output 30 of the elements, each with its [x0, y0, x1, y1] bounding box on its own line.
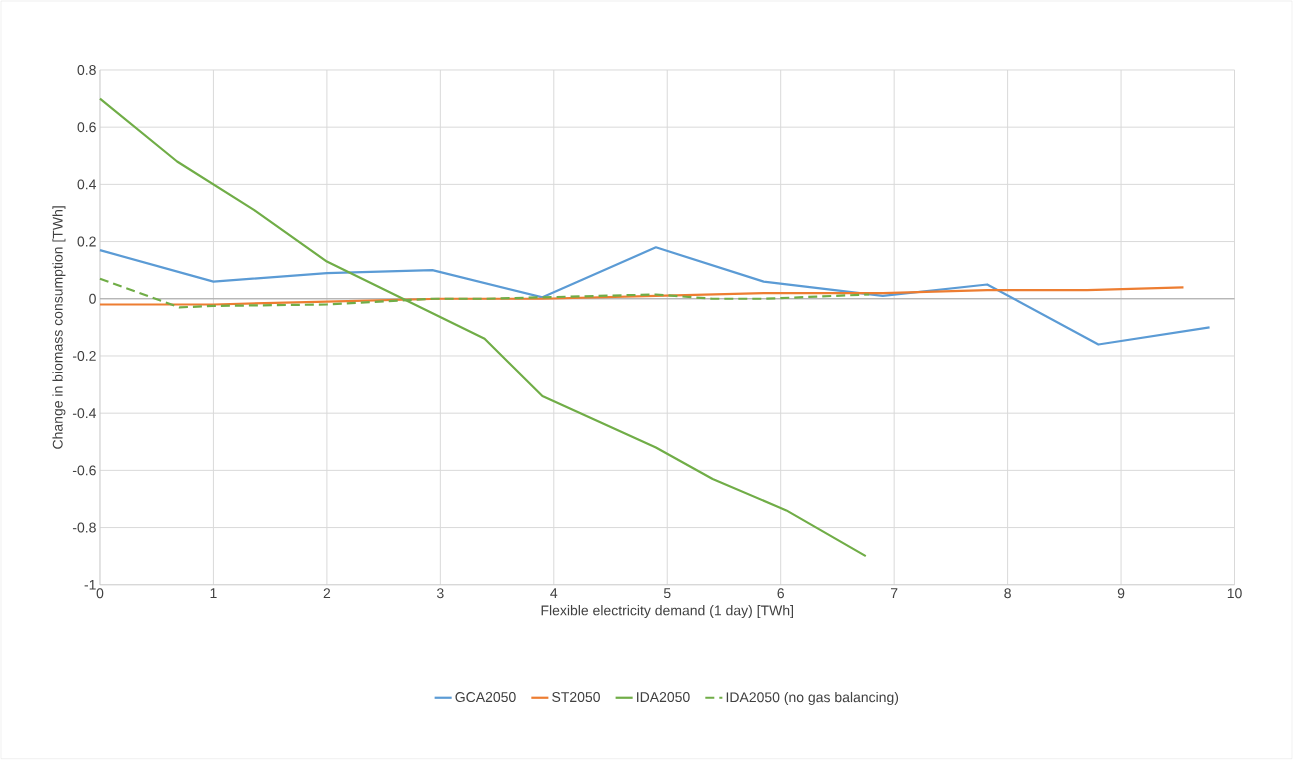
x-tick-label: 7 [890, 588, 898, 599]
y-tick-label: -0.2 [72, 351, 96, 362]
x-tick-label: 10 [1227, 588, 1242, 599]
y-tick-label: 0.4 [77, 179, 97, 190]
y-tick-label: -0.4 [72, 408, 97, 419]
x-tick-label: 8 [1004, 588, 1011, 599]
y-tick-label: -0.6 [72, 465, 96, 476]
x-tick-label: 4 [550, 588, 558, 599]
x-tick-label: 5 [663, 588, 671, 599]
x-tick-label: 9 [1117, 588, 1125, 599]
line-series [98, 286, 1185, 306]
legend-label: IDA2050 [637, 692, 690, 703]
x-axis-title: Flexible electricity demand (1 day) [TWh] [541, 605, 793, 619]
x-tick-label: 2 [323, 588, 331, 599]
y-tick-label: -1 [84, 580, 96, 590]
y-axis-title: Change in biomass consumption [TWh] [52, 206, 66, 449]
y-tick-label: 0 [89, 293, 96, 304]
y-tick-label: 0.8 [77, 65, 96, 76]
legend-label: GCA2050 [455, 692, 516, 703]
x-tick-label: 1 [210, 588, 217, 599]
line-series [98, 97, 867, 558]
y-tick-label: 0.2 [77, 236, 96, 247]
legend-label: ST2050 [552, 692, 600, 703]
y-tick-label: -0.8 [72, 522, 96, 533]
x-tick-label: 3 [436, 588, 444, 599]
line-series [98, 246, 1211, 346]
x-tick-label: 0 [96, 588, 104, 599]
y-tick-label: 0.6 [77, 122, 96, 133]
legend-label: IDA2050 (no gas balancing) [726, 692, 899, 706]
x-tick-label: 6 [777, 588, 784, 599]
